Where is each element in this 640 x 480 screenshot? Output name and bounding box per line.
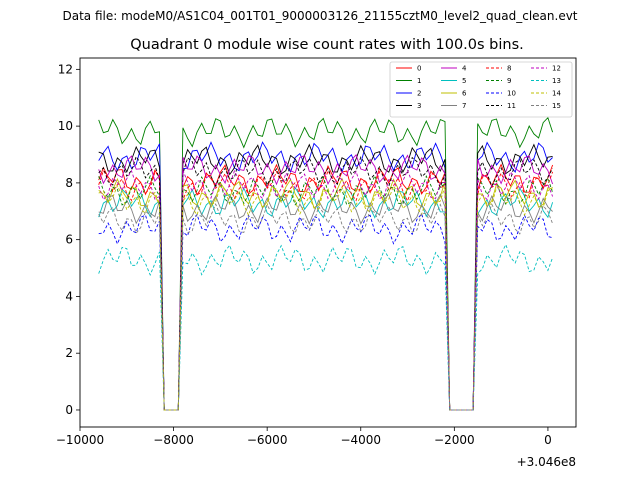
y-tick-label: 4: [65, 289, 73, 303]
y-tick-label: 6: [65, 233, 73, 247]
legend-label: 7: [462, 102, 466, 110]
plot-frame: [79, 57, 577, 428]
chart-suptitle: Data file: modeM0/AS1C04_001T01_90000031…: [62, 9, 577, 23]
x-tick-label: −4000: [340, 433, 381, 447]
y-tick-label: 10: [58, 119, 73, 133]
series-line-10: [98, 212, 553, 411]
x-offset-label: +3.046e8: [517, 455, 576, 469]
series-line-13: [98, 243, 554, 411]
legend-label: 9: [507, 77, 511, 85]
legend-label: 1: [417, 77, 421, 85]
series-line-8: [98, 169, 554, 411]
y-tick-label: 0: [65, 403, 73, 417]
x-tick-label: −2000: [434, 433, 475, 447]
legend-label: 3: [417, 102, 421, 110]
x-tick-label: 0: [544, 433, 552, 447]
series-line-3: [98, 143, 553, 411]
legend-label: 6: [462, 90, 467, 98]
legend-label: 8: [507, 65, 511, 73]
series-line-12: [98, 169, 554, 411]
legend-label: 0: [417, 65, 421, 73]
series-line-2: [98, 141, 553, 411]
series-line-0: [98, 163, 554, 411]
legend-label: 4: [462, 65, 467, 73]
x-tick-label: −8000: [153, 433, 194, 447]
series-line-1: [98, 116, 554, 411]
series-layer: [98, 116, 554, 411]
series-line-15: [98, 203, 554, 411]
x-tick-label: −10000: [56, 433, 104, 447]
series-line-11: [98, 155, 553, 411]
chart-title: Quadrant 0 module wise count rates with …: [130, 37, 524, 53]
legend-label: 10: [507, 90, 516, 98]
series-line-14: [98, 184, 553, 411]
legend-label: 2: [417, 90, 421, 98]
series-line-5: [98, 186, 554, 411]
legend-frame: [389, 61, 573, 118]
legend-label: 12: [552, 65, 561, 73]
legend-label: 5: [462, 77, 466, 85]
y-tick-label: 2: [65, 346, 73, 360]
y-tick-label: 12: [58, 62, 73, 76]
legend-label: 13: [552, 77, 561, 85]
y-tick-label: 8: [65, 176, 73, 190]
x-tick-label: −6000: [247, 433, 288, 447]
legend-label: 11: [507, 102, 516, 110]
legend-label: 15: [552, 102, 561, 110]
legend-label: 14: [552, 90, 561, 98]
